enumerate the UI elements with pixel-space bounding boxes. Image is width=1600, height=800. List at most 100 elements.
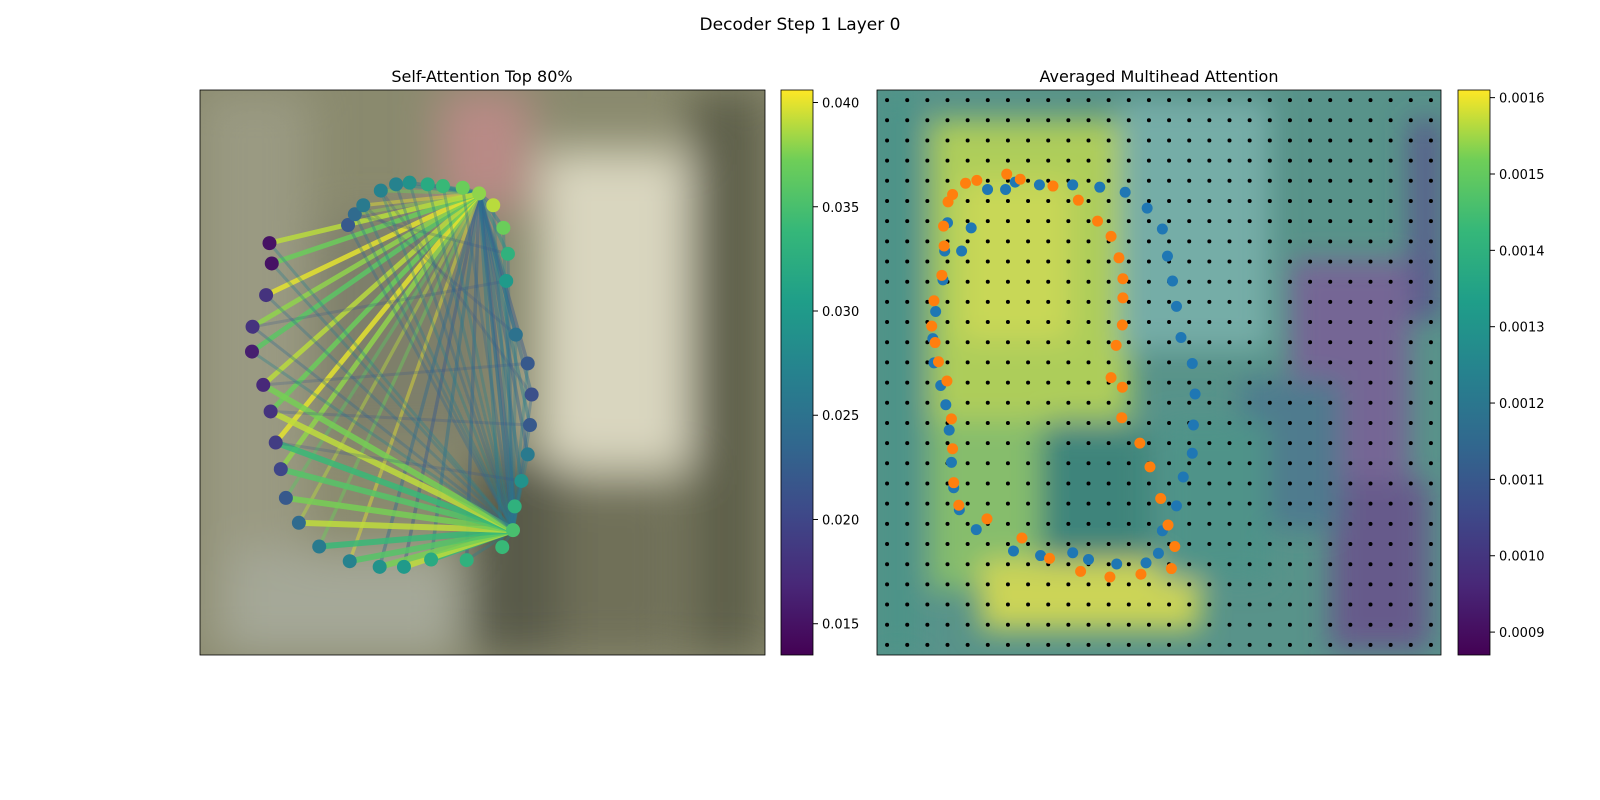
grid-dot	[1106, 198, 1111, 203]
grid-dot	[1227, 299, 1232, 304]
grid-dot	[1086, 622, 1091, 627]
grid-dot	[1026, 118, 1031, 123]
orange-point	[936, 269, 948, 281]
attention-line	[511, 452, 530, 532]
grid-dot	[1348, 582, 1353, 587]
grid-dot	[1348, 158, 1353, 163]
grid-dot	[1046, 158, 1051, 163]
grid-dot	[905, 602, 910, 607]
grid-dot	[1026, 259, 1031, 264]
grid-dot	[1227, 340, 1232, 345]
grid-dot	[945, 441, 950, 446]
grid-dot	[1046, 501, 1051, 506]
grid-dot	[1046, 461, 1051, 466]
grid-dot	[1126, 501, 1131, 506]
grid-dot	[1066, 400, 1071, 405]
grid-dot	[1348, 542, 1353, 547]
grid-dot	[1046, 118, 1051, 123]
grid-dot	[1267, 582, 1272, 587]
attention-point	[273, 462, 288, 477]
attention-line	[266, 190, 482, 246]
grid-dot	[885, 360, 890, 365]
blue-point	[945, 456, 957, 468]
grid-dot	[1267, 198, 1272, 203]
grid-dot	[965, 582, 970, 587]
orange-point	[1155, 492, 1167, 504]
grid-dot	[1227, 198, 1232, 203]
grid-dot	[1408, 360, 1413, 365]
grid-dot	[965, 320, 970, 325]
blue-point	[1186, 447, 1198, 459]
grid-dot	[1308, 198, 1313, 203]
grid-dot	[1126, 239, 1131, 244]
grid-dot	[1267, 219, 1272, 224]
attention-line	[251, 279, 508, 329]
grid-dot	[965, 642, 970, 647]
grid-dot	[1227, 622, 1232, 627]
grid-dot	[1005, 98, 1010, 103]
orange-point	[941, 375, 953, 387]
grid-dot	[1066, 461, 1071, 466]
orange-point	[1117, 273, 1129, 285]
grid-dot	[1328, 642, 1333, 647]
grid-dot	[1388, 501, 1393, 506]
grid-dot	[1267, 501, 1272, 506]
grid-dot	[885, 98, 890, 103]
orange-point	[1116, 319, 1128, 331]
self-attention-title: Self-Attention Top 80%	[391, 67, 572, 86]
grid-dot	[885, 622, 890, 627]
grid-dot	[1287, 340, 1292, 345]
grid-dot	[905, 582, 910, 587]
grid-dot	[1167, 158, 1172, 163]
grid-dot	[965, 501, 970, 506]
grid-dot	[945, 542, 950, 547]
grid-dot	[945, 622, 950, 627]
grid-dot	[1126, 582, 1131, 587]
orange-point	[947, 443, 959, 455]
orange-point	[1135, 568, 1147, 580]
grid-dot	[1187, 320, 1192, 325]
colorbar-tick-label: 0.020	[822, 513, 859, 528]
blue-point	[1189, 388, 1201, 400]
orange-point	[960, 177, 972, 189]
grid-dot	[1328, 239, 1333, 244]
grid-dot	[1106, 360, 1111, 365]
grid-dot	[1328, 320, 1333, 325]
grid-dot	[1308, 158, 1313, 163]
grid-dot	[1287, 320, 1292, 325]
grid-dot	[885, 279, 890, 284]
blue-point	[943, 424, 955, 436]
grid-dot	[1167, 219, 1172, 224]
grid-dot	[1026, 461, 1031, 466]
attention-line	[379, 189, 534, 397]
grid-dot	[1428, 481, 1433, 486]
attention-line	[277, 466, 517, 534]
grid-dot	[1388, 98, 1393, 103]
grid-dot	[1086, 198, 1091, 203]
grid-dot	[1388, 441, 1393, 446]
grid-dot	[1368, 642, 1373, 647]
grid-dot	[1368, 340, 1373, 345]
grid-dot	[1207, 562, 1212, 567]
grid-dot	[1308, 219, 1313, 224]
attention-line	[263, 190, 482, 298]
grid-dot	[1328, 118, 1333, 123]
grid-dot	[1368, 259, 1373, 264]
grid-dot	[1026, 521, 1031, 526]
grid-dot	[1388, 178, 1393, 183]
grid-dot	[1328, 178, 1333, 183]
grid-dot	[985, 542, 990, 547]
grid-dot	[1287, 542, 1292, 547]
attention-line	[477, 191, 518, 337]
grid-dot	[1106, 521, 1111, 526]
grid-dot	[1247, 562, 1252, 567]
heatmap-background	[877, 90, 1441, 655]
grid-dot	[1005, 582, 1010, 587]
grid-dot	[1066, 138, 1071, 143]
grid-dot	[1106, 420, 1111, 425]
grid-dot	[1005, 602, 1010, 607]
grid-dot	[1046, 239, 1051, 244]
grid-dot	[1368, 542, 1373, 547]
colorbar-tick-label: 0.040	[822, 97, 859, 112]
attention-point	[508, 327, 523, 342]
